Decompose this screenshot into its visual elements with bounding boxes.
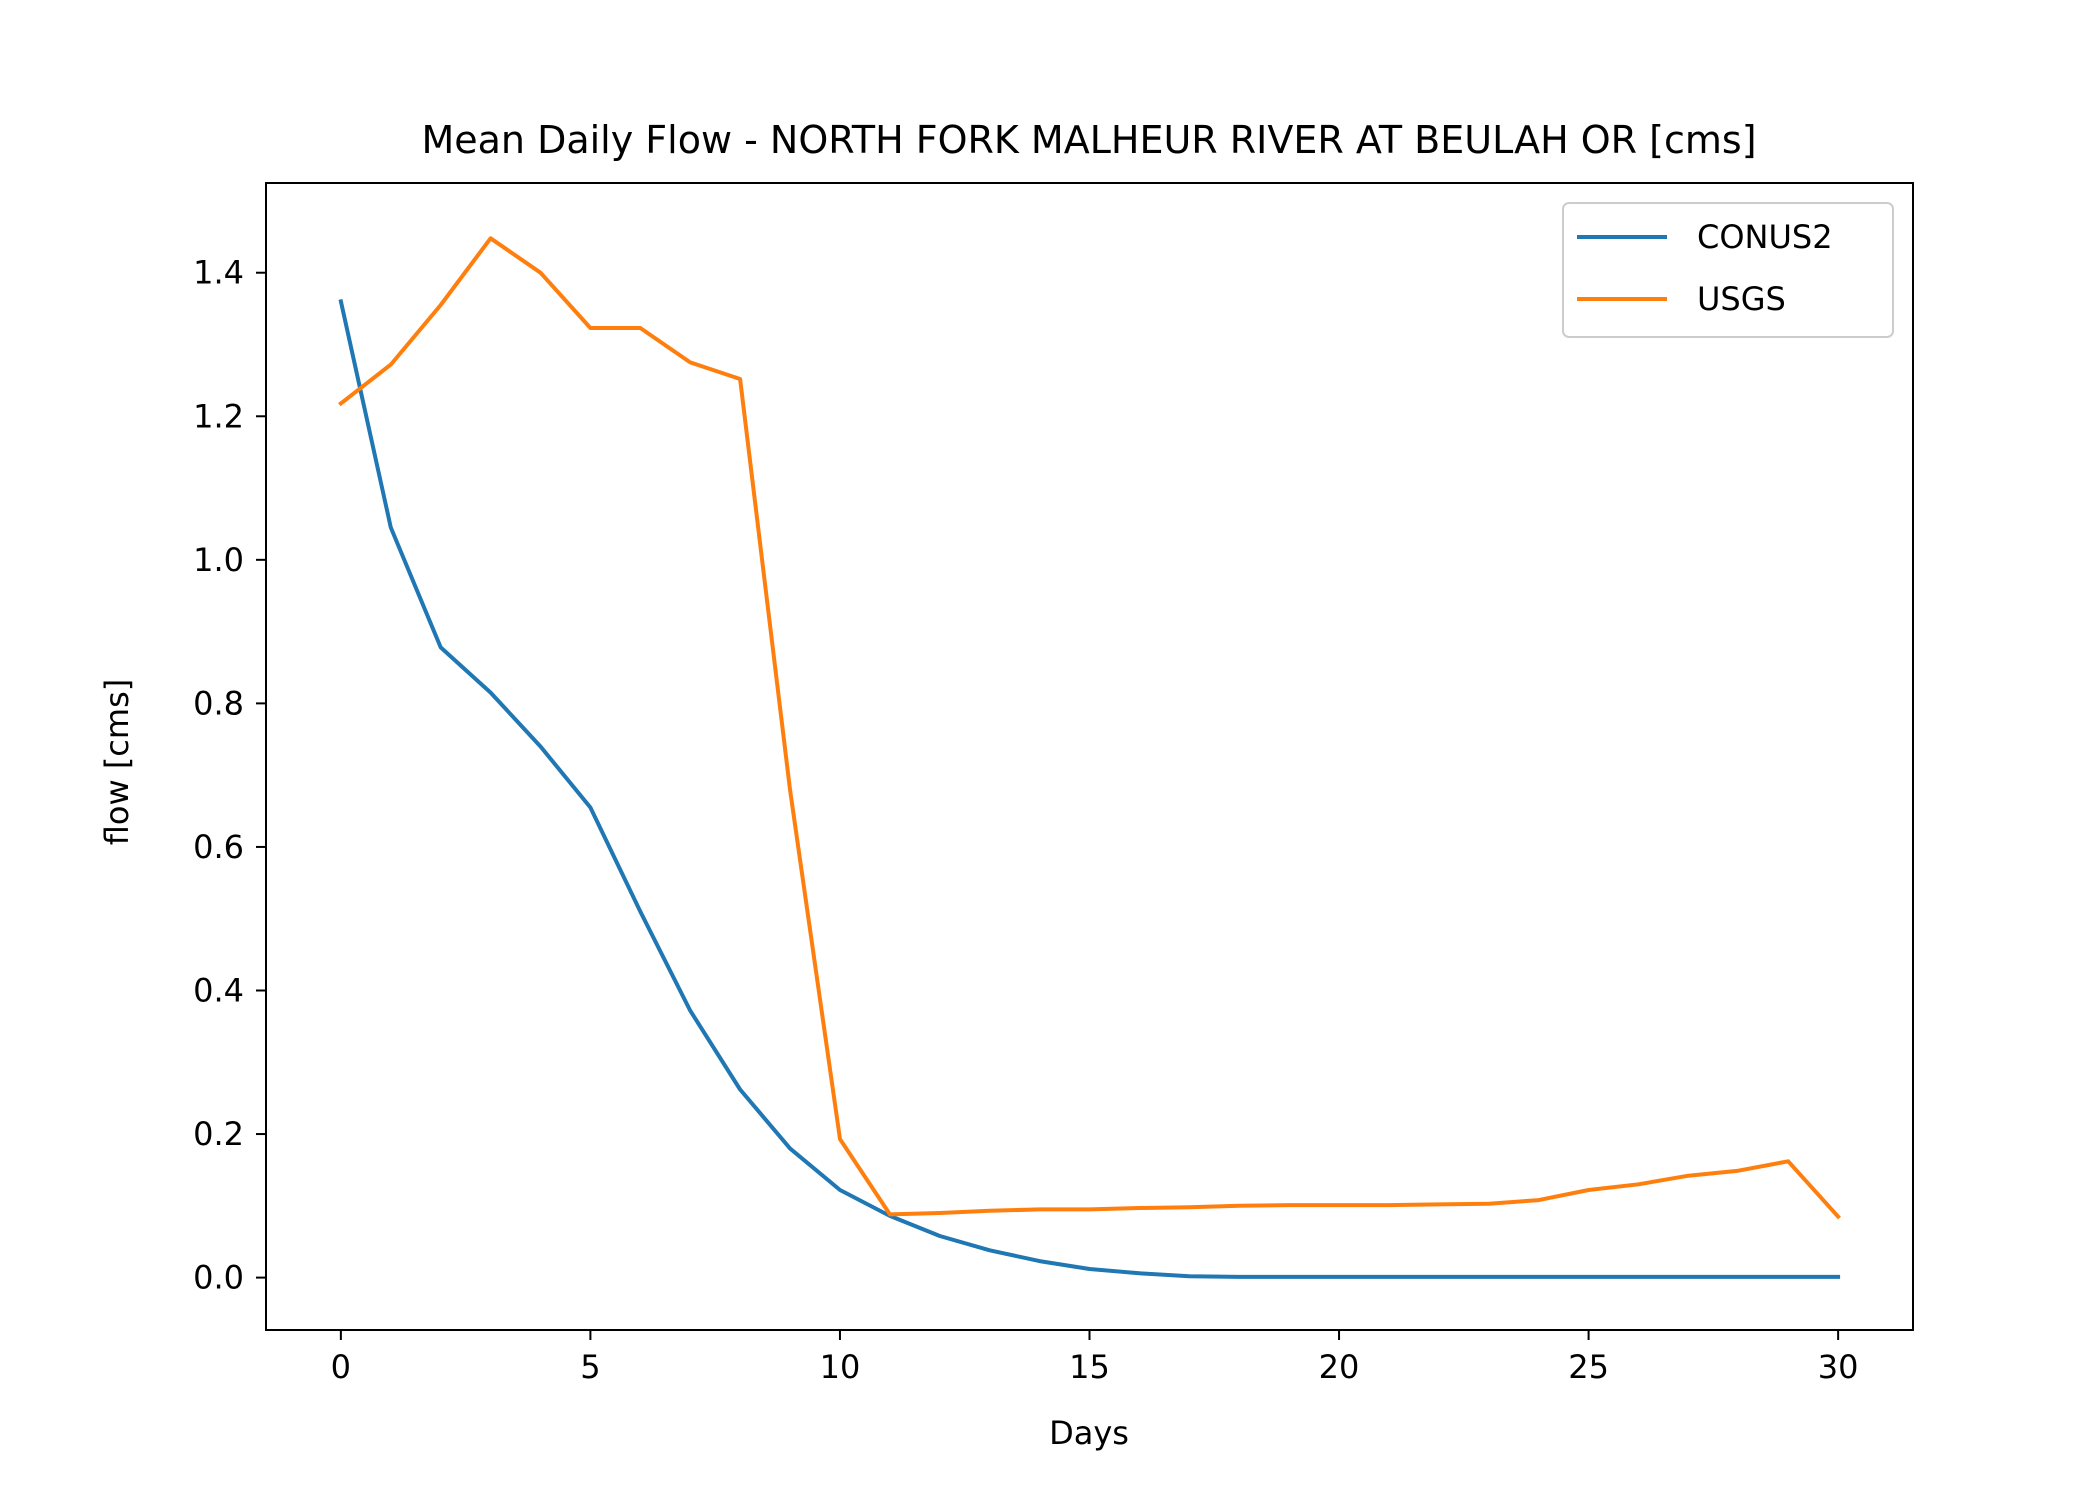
y-tick-label: 0.8 <box>193 684 244 722</box>
chart-title: Mean Daily Flow - NORTH FORK MALHEUR RIV… <box>421 118 1756 162</box>
series-line-usgs <box>338 236 1841 1220</box>
x-tick-label: 10 <box>820 1348 861 1386</box>
x-axis-label: Days <box>1049 1414 1129 1452</box>
legend-label-conus2: CONUS2 <box>1697 218 1833 256</box>
series-line-conus2 <box>338 299 1841 1279</box>
y-tick-label: 0.4 <box>193 971 244 1009</box>
x-tick-label: 20 <box>1319 1348 1360 1386</box>
y-axis-label: flow [cms] <box>98 679 136 845</box>
y-tick-label: 0.2 <box>193 1115 244 1153</box>
legend: CONUS2 USGS <box>1562 202 1894 338</box>
x-tick-label: 5 <box>580 1348 600 1386</box>
y-tick-label: 1.0 <box>193 541 244 579</box>
x-tick-label: 30 <box>1818 1348 1859 1386</box>
y-tick-label: 0.0 <box>193 1259 244 1297</box>
y-tick-label: 0.6 <box>193 828 244 866</box>
plot-area: 0 5 10 15 20 25 30 0.0 0.2 0.4 0.6 0.8 1.0 1.2 1.4 <box>193 182 1914 1386</box>
y-tick-label: 1.2 <box>193 397 244 435</box>
y-tick-label: 1.4 <box>193 254 244 292</box>
x-tick-label: 15 <box>1069 1348 1110 1386</box>
x-tick-label: 25 <box>1568 1348 1609 1386</box>
x-tick-label: 0 <box>331 1348 351 1386</box>
legend-label-usgs: USGS <box>1697 280 1786 318</box>
